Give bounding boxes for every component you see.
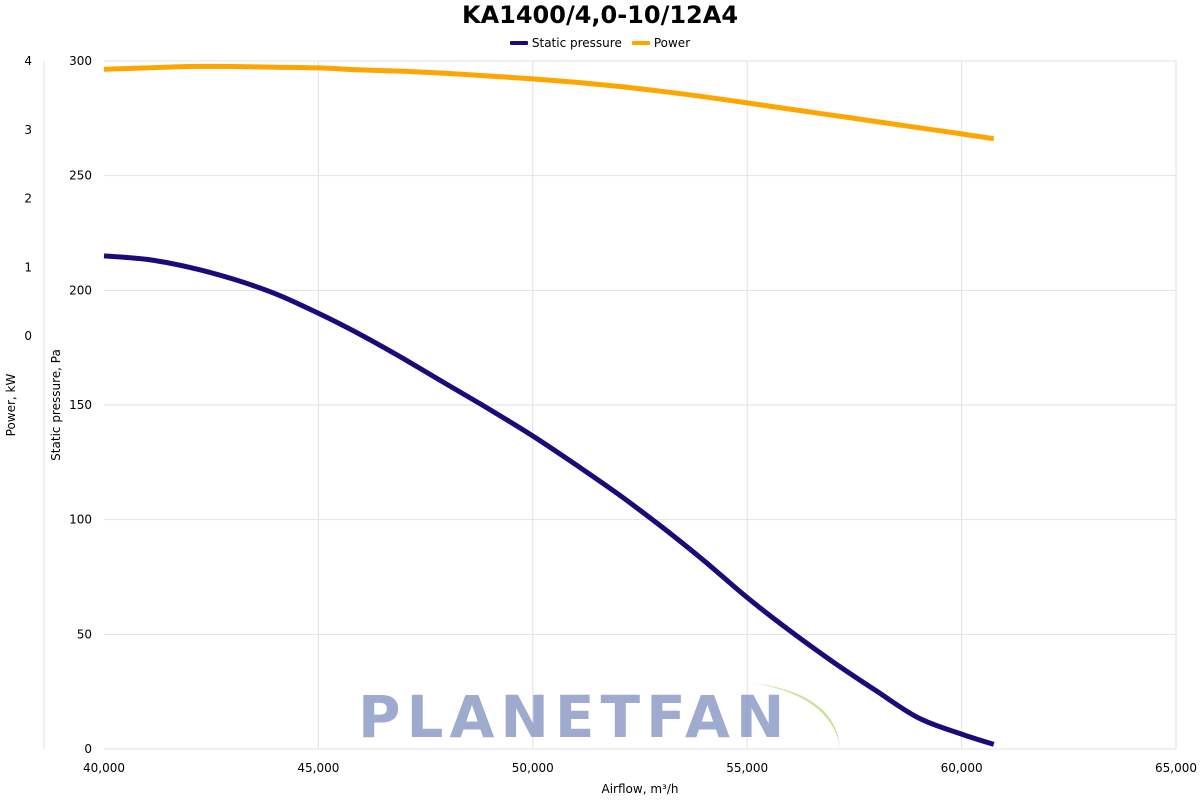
x-tick-label: 40,000 [83,761,125,775]
planetfan-watermark-logo: PLANETFAN [358,683,840,751]
y-tick-label-primary: 0 [84,742,92,756]
legend-item-power[interactable]: Power [631,36,691,50]
x-axis-label: Airflow, m³/h [602,782,679,796]
y-tick-label-secondary: 1 [24,260,32,274]
y-tick-label-secondary: 4 [24,54,32,68]
x-tick-label: 60,000 [941,761,983,775]
y-tick-label-primary: 150 [69,398,92,412]
legend: Static pressure Power [0,36,1200,50]
y-axis-label-primary: Static pressure, Pa [49,349,63,461]
y-tick-label-secondary: 0 [24,329,32,343]
y-axis-label-secondary: Power, kW [4,374,18,437]
y-tick-label-primary: 200 [69,283,92,297]
legend-swatch-static-pressure [509,41,528,45]
x-tick-label: 50,000 [512,761,554,775]
x-tick-label: 45,000 [297,761,339,775]
x-tick-label: 65,000 [1155,761,1197,775]
y-tick-label-secondary: 3 [24,123,32,137]
legend-swatch-power [631,41,650,45]
legend-label-static-pressure: Static pressure [531,36,622,50]
y-tick-label-primary: 50 [77,627,92,641]
x-tick-label: 55,000 [726,761,768,775]
y-tick-label-primary: 250 [69,169,92,183]
chart-title: KA1400/4,0-10/12A4 [461,1,739,29]
y-tick-label-secondary: 2 [24,192,32,206]
y-tick-label-primary: 300 [69,54,92,68]
legend-label-power: Power [653,36,691,50]
power-series-line[interactable] [103,63,995,142]
watermark-text: PLANETFAN [358,683,790,751]
legend-item-static-pressure[interactable]: Static pressure [509,36,622,50]
static-pressure-series-line[interactable] [103,253,995,747]
y-tick-label-primary: 100 [69,513,92,527]
